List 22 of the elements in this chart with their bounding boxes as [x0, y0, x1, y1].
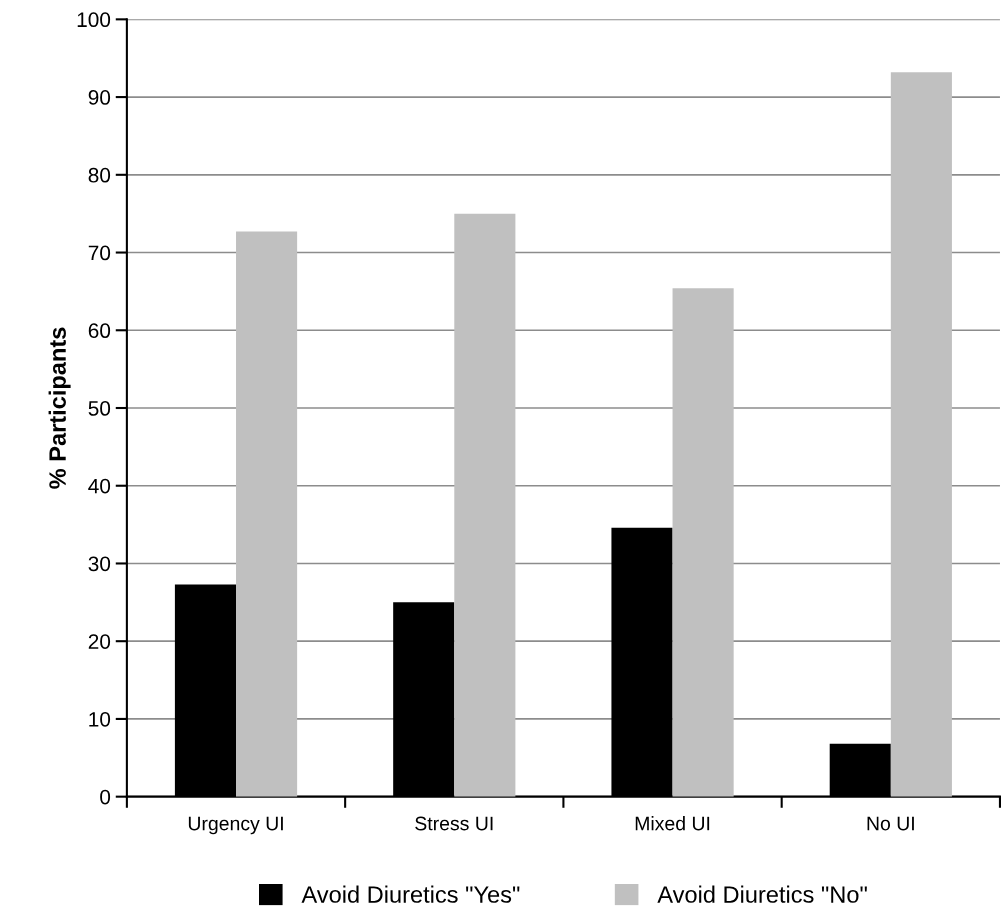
- bar: [672, 288, 734, 797]
- bar: [236, 231, 298, 797]
- y-tick-label: 40: [88, 478, 111, 494]
- y-tick-label: 60: [88, 323, 111, 339]
- y-tick-label: 0: [100, 789, 111, 805]
- y-tick-label: 50: [88, 401, 111, 416]
- y-tick-label: 80: [88, 167, 111, 183]
- y-tick-label: 70: [88, 245, 111, 261]
- bar: [454, 213, 516, 797]
- x-tick-label: No UI: [867, 816, 914, 831]
- y-axis-title: % Participants: [48, 327, 71, 489]
- legend-label: Avoid Diuretics "No": [657, 885, 867, 903]
- y-tick-label: 100: [77, 12, 111, 28]
- y-tick-label: 30: [88, 556, 111, 572]
- x-tick-label: Urgency UI: [188, 816, 283, 835]
- x-tick-label: Stress UI: [415, 816, 493, 831]
- legend-label: Avoid Diuretics "Yes": [301, 885, 520, 903]
- x-tick-label: Mixed UI: [635, 816, 710, 831]
- y-tick-label: 90: [88, 90, 111, 105]
- bar: [890, 72, 952, 797]
- y-tick-label: 10: [89, 711, 111, 727]
- y-tick-label: 20: [88, 634, 111, 649]
